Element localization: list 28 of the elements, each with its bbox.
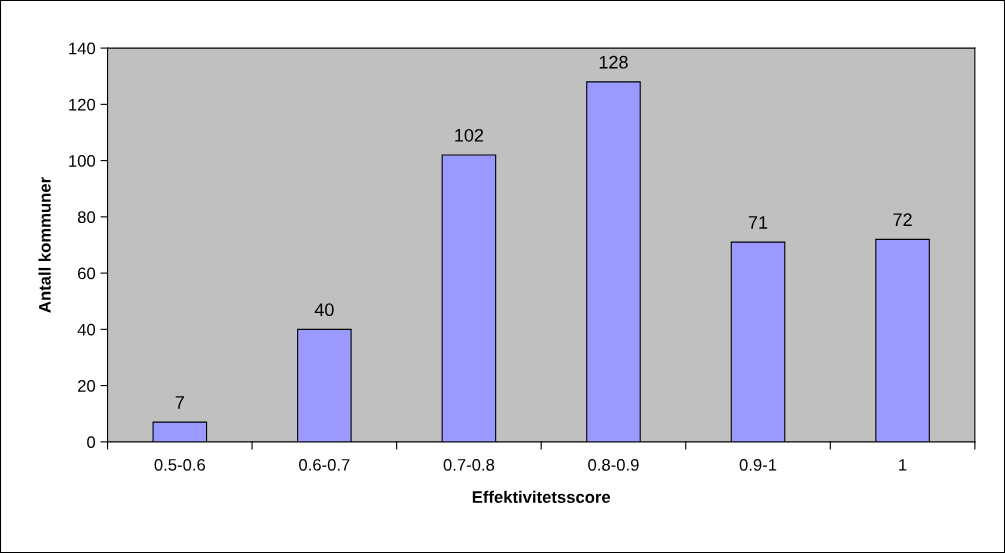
x-tick-label: 0.6-0.7 <box>299 458 350 471</box>
data-label: 72 <box>893 213 912 226</box>
x-tick-label: 1 <box>899 459 907 471</box>
x-tick-label: 0.5-0.6 <box>154 458 206 471</box>
bar <box>730 241 786 442</box>
data-label: 7 <box>175 396 184 409</box>
y-axis-title: Antall kommuner <box>38 177 51 313</box>
y-tick-label: 140 <box>69 42 96 55</box>
x-tick-label: 0.7-0.8 <box>443 458 495 471</box>
bar <box>441 154 497 442</box>
bar <box>586 81 641 442</box>
y-tick-label: 80 <box>77 211 96 224</box>
bar <box>152 421 208 442</box>
y-tick-label: 120 <box>69 98 96 111</box>
bar <box>297 328 352 442</box>
y-tick-label: 20 <box>78 380 96 392</box>
y-tick-label: 60 <box>78 267 96 280</box>
data-label: 71 <box>748 216 768 229</box>
y-tick-label: 100 <box>69 155 96 167</box>
x-tick-label: 0.8-0.9 <box>588 458 639 471</box>
data-label: 40 <box>314 303 334 317</box>
data-label: 128 <box>599 55 628 69</box>
y-tick-label: 40 <box>77 323 96 336</box>
x-tick-label: 0.9-1 <box>739 458 777 471</box>
y-tick-label: 0 <box>87 436 96 449</box>
bar <box>875 238 930 442</box>
x-axis-title: Effektivitetsscore <box>472 490 611 503</box>
data-label: 102 <box>455 128 484 142</box>
